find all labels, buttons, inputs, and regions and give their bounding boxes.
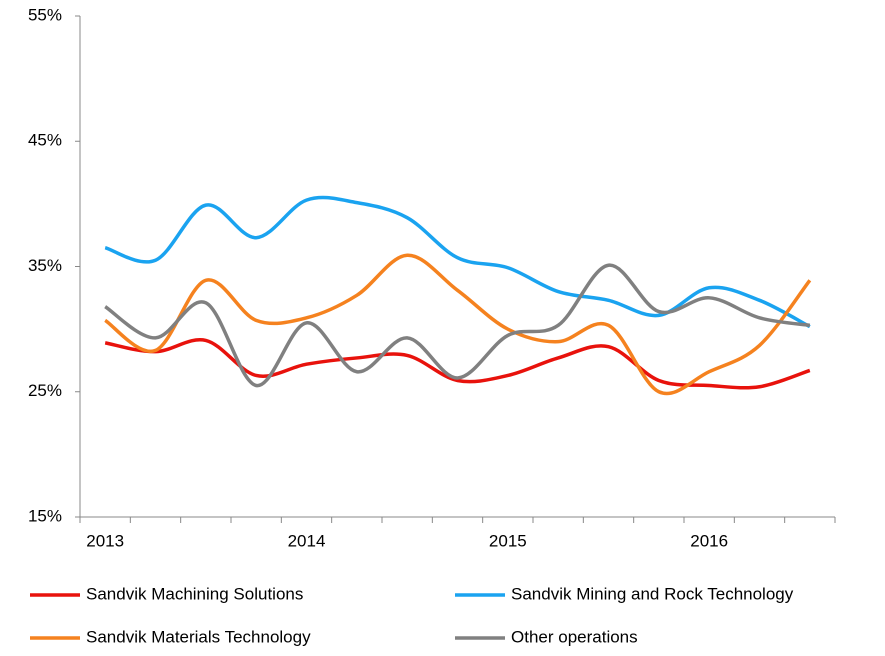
x-tick-label: 2013 <box>86 531 124 550</box>
legend-label: Sandvik Materials Technology <box>86 627 311 646</box>
y-tick-label: 55% <box>28 5 62 24</box>
x-tick-label: 2015 <box>489 531 527 550</box>
y-tick-label: 15% <box>28 506 62 525</box>
y-tick-label: 25% <box>28 381 62 400</box>
legend-label: Other operations <box>511 627 638 646</box>
x-tick-label: 2014 <box>288 531 326 550</box>
series-line <box>104 263 811 388</box>
y-tick-label: 35% <box>28 256 62 275</box>
legend-label: Sandvik Machining Solutions <box>86 584 303 603</box>
series-line <box>104 337 811 390</box>
y-tick-label: 45% <box>28 131 62 150</box>
legend-label: Sandvik Mining and Rock Technology <box>511 584 794 603</box>
series-line <box>104 195 811 329</box>
x-tick-label: 2016 <box>690 531 728 550</box>
series-line <box>104 253 812 396</box>
